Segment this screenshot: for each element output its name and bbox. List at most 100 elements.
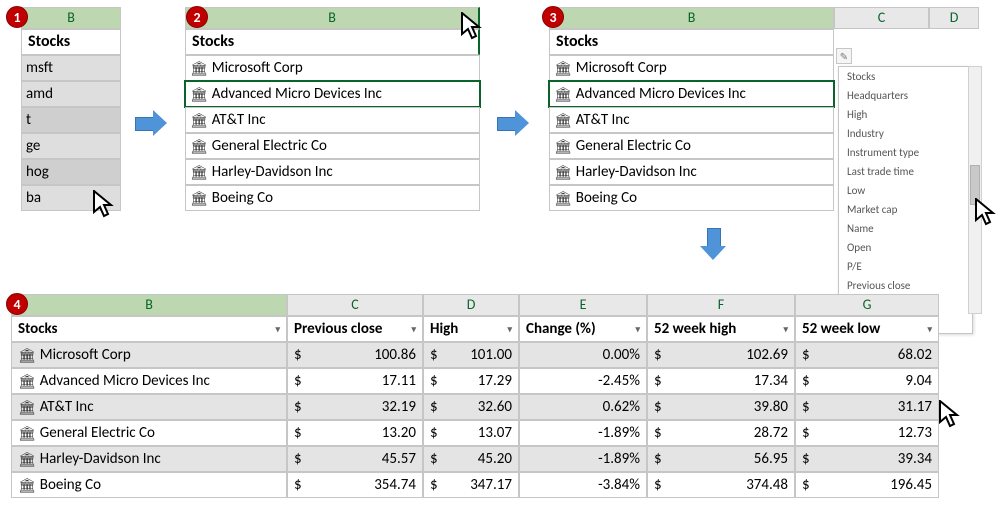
table-body: 🏛Microsoft Corp$100.86$101.000.00%$102.6… — [11, 342, 939, 498]
stock-cell[interactable]: 🏛Harley-Davidson Inc — [185, 159, 480, 185]
ticker-cell[interactable]: ge — [21, 133, 121, 159]
stock-cell[interactable]: 🏛AT&T Inc — [549, 107, 834, 133]
high-cell[interactable]: $13.07 — [423, 420, 519, 446]
field-item[interactable]: Industry — [839, 124, 972, 143]
table-header-stocks[interactable]: Stocks▾ — [11, 316, 287, 342]
field-item[interactable]: Last trade time — [839, 162, 972, 181]
week-low-cell[interactable]: $68.02 — [795, 342, 939, 368]
table-header-high[interactable]: High▾ — [423, 316, 519, 342]
filter-icon[interactable]: ▾ — [507, 324, 512, 335]
stock-name-cell[interactable]: 🏛AT&T Inc — [11, 394, 287, 420]
field-item[interactable]: Name — [839, 219, 972, 238]
change-cell[interactable]: -1.89% — [519, 420, 647, 446]
stock-cell[interactable]: 🏛Boeing Co — [549, 185, 834, 211]
stock-name-cell[interactable]: 🏛Microsoft Corp — [11, 342, 287, 368]
table-header-prevclose[interactable]: Previous close▾ — [287, 316, 423, 342]
week-low-cell[interactable]: $12.73 — [795, 420, 939, 446]
column-header-B[interactable]: B — [549, 7, 834, 29]
column-header-D[interactable]: D — [423, 294, 519, 316]
week-low-cell[interactable]: $31.17 — [795, 394, 939, 420]
high-cell[interactable]: $32.60 — [423, 394, 519, 420]
stock-cell[interactable]: 🏛General Electric Co — [185, 133, 480, 159]
stock-name-cell[interactable]: 🏛General Electric Co — [11, 420, 287, 446]
column-header-D[interactable]: D — [929, 7, 979, 29]
column-header-F[interactable]: F — [647, 294, 795, 316]
arrow-right-icon — [497, 110, 531, 136]
field-item[interactable]: Market cap — [839, 200, 972, 219]
stock-name-cell[interactable]: 🏛Advanced Micro Devices Inc — [11, 368, 287, 394]
prev-close-cell[interactable]: $17.11 — [287, 368, 423, 394]
stock-cell[interactable]: 🏛AT&T Inc — [185, 107, 480, 133]
high-cell[interactable]: $45.20 — [423, 446, 519, 472]
ticker-cell[interactable]: amd — [21, 81, 121, 107]
week-low-cell[interactable]: $39.34 — [795, 446, 939, 472]
filter-icon[interactable]: ▾ — [783, 324, 788, 335]
stock-icon: 🏛 — [190, 190, 208, 207]
table-header-52high[interactable]: 52 week high▾ — [647, 316, 795, 342]
high-cell[interactable]: $101.00 — [423, 342, 519, 368]
stock-cell[interactable]: 🏛General Electric Co — [549, 133, 834, 159]
ticker-cell[interactable]: msft — [21, 55, 121, 81]
week-low-cell[interactable]: $9.04 — [795, 368, 939, 394]
week-high-cell[interactable]: $17.34 — [647, 368, 795, 394]
week-low-cell[interactable]: $196.45 — [795, 472, 939, 498]
field-item[interactable]: Low — [839, 181, 972, 200]
field-item[interactable]: Instrument type — [839, 143, 972, 162]
stock-name-cell[interactable]: 🏛Boeing Co — [11, 472, 287, 498]
stock-icon: 🏛 — [18, 347, 36, 364]
stock-cell[interactable]: 🏛Harley-Davidson Inc — [549, 159, 834, 185]
week-high-cell[interactable]: $39.80 — [647, 394, 795, 420]
change-cell[interactable]: -2.45% — [519, 368, 647, 394]
stock-name: General Electric Co — [576, 137, 691, 155]
stock-cell[interactable]: 🏛Microsoft Corp — [549, 55, 834, 81]
week-high-cell[interactable]: $28.72 — [647, 420, 795, 446]
scrollbar-thumb[interactable] — [970, 165, 980, 205]
filter-icon[interactable]: ▾ — [275, 324, 280, 335]
column-header-B[interactable]: B — [21, 7, 121, 29]
change-cell[interactable]: -1.89% — [519, 446, 647, 472]
field-item[interactable]: Stocks — [839, 67, 972, 86]
change-cell[interactable]: 0.00% — [519, 342, 647, 368]
stock-icon: 🏛 — [18, 373, 36, 390]
ticker-cell[interactable]: t — [21, 107, 121, 133]
prev-close-cell[interactable]: $32.19 — [287, 394, 423, 420]
popup-scrollbar[interactable] — [968, 66, 982, 314]
ticker-cell[interactable]: ba — [21, 185, 121, 211]
week-high-cell[interactable]: $56.95 — [647, 446, 795, 472]
high-cell[interactable]: $17.29 — [423, 368, 519, 394]
stock-cell[interactable]: 🏛Advanced Micro Devices Inc — [185, 81, 480, 107]
stock-name-cell[interactable]: 🏛Harley-Davidson Inc — [11, 446, 287, 472]
stock-cell[interactable]: 🏛Microsoft Corp — [185, 55, 480, 81]
field-item[interactable]: Headquarters — [839, 86, 972, 105]
column-header-E[interactable]: E — [519, 294, 647, 316]
week-high-cell[interactable]: $374.48 — [647, 472, 795, 498]
step-badge-3: 3 — [542, 6, 564, 28]
stock-cell[interactable]: 🏛Boeing Co — [185, 185, 480, 211]
prev-close-cell[interactable]: $100.86 — [287, 342, 423, 368]
prev-close-cell[interactable]: $45.57 — [287, 446, 423, 472]
change-cell[interactable]: 0.62% — [519, 394, 647, 420]
column-header-C[interactable]: C — [834, 7, 929, 29]
prev-close-cell[interactable]: $13.20 — [287, 420, 423, 446]
field-item[interactable]: P/E — [839, 257, 972, 276]
change-cell[interactable]: -3.84% — [519, 472, 647, 498]
filter-icon[interactable]: ▾ — [635, 324, 640, 335]
table-header-change[interactable]: Change (%)▾ — [519, 316, 647, 342]
high-cell[interactable]: $347.17 — [423, 472, 519, 498]
field-item[interactable]: Open — [839, 238, 972, 257]
field-item[interactable]: High — [839, 105, 972, 124]
stock-icon: 🏛 — [554, 60, 572, 77]
column-header-B[interactable]: B — [185, 7, 480, 29]
column-header-B[interactable]: B — [11, 294, 287, 316]
filter-icon[interactable]: ▾ — [411, 324, 416, 335]
ticker-cell[interactable]: hog — [21, 159, 121, 185]
insert-data-icon[interactable]: ✎ — [836, 48, 852, 64]
column-header-G[interactable]: G — [795, 294, 939, 316]
week-high-cell[interactable]: $102.69 — [647, 342, 795, 368]
stock-icon: 🏛 — [190, 60, 208, 77]
table-header-52low[interactable]: 52 week low▾ — [795, 316, 939, 342]
stock-cell[interactable]: 🏛Advanced Micro Devices Inc — [549, 81, 834, 107]
filter-icon[interactable]: ▾ — [927, 324, 932, 335]
prev-close-cell[interactable]: $354.74 — [287, 472, 423, 498]
column-header-C[interactable]: C — [287, 294, 423, 316]
